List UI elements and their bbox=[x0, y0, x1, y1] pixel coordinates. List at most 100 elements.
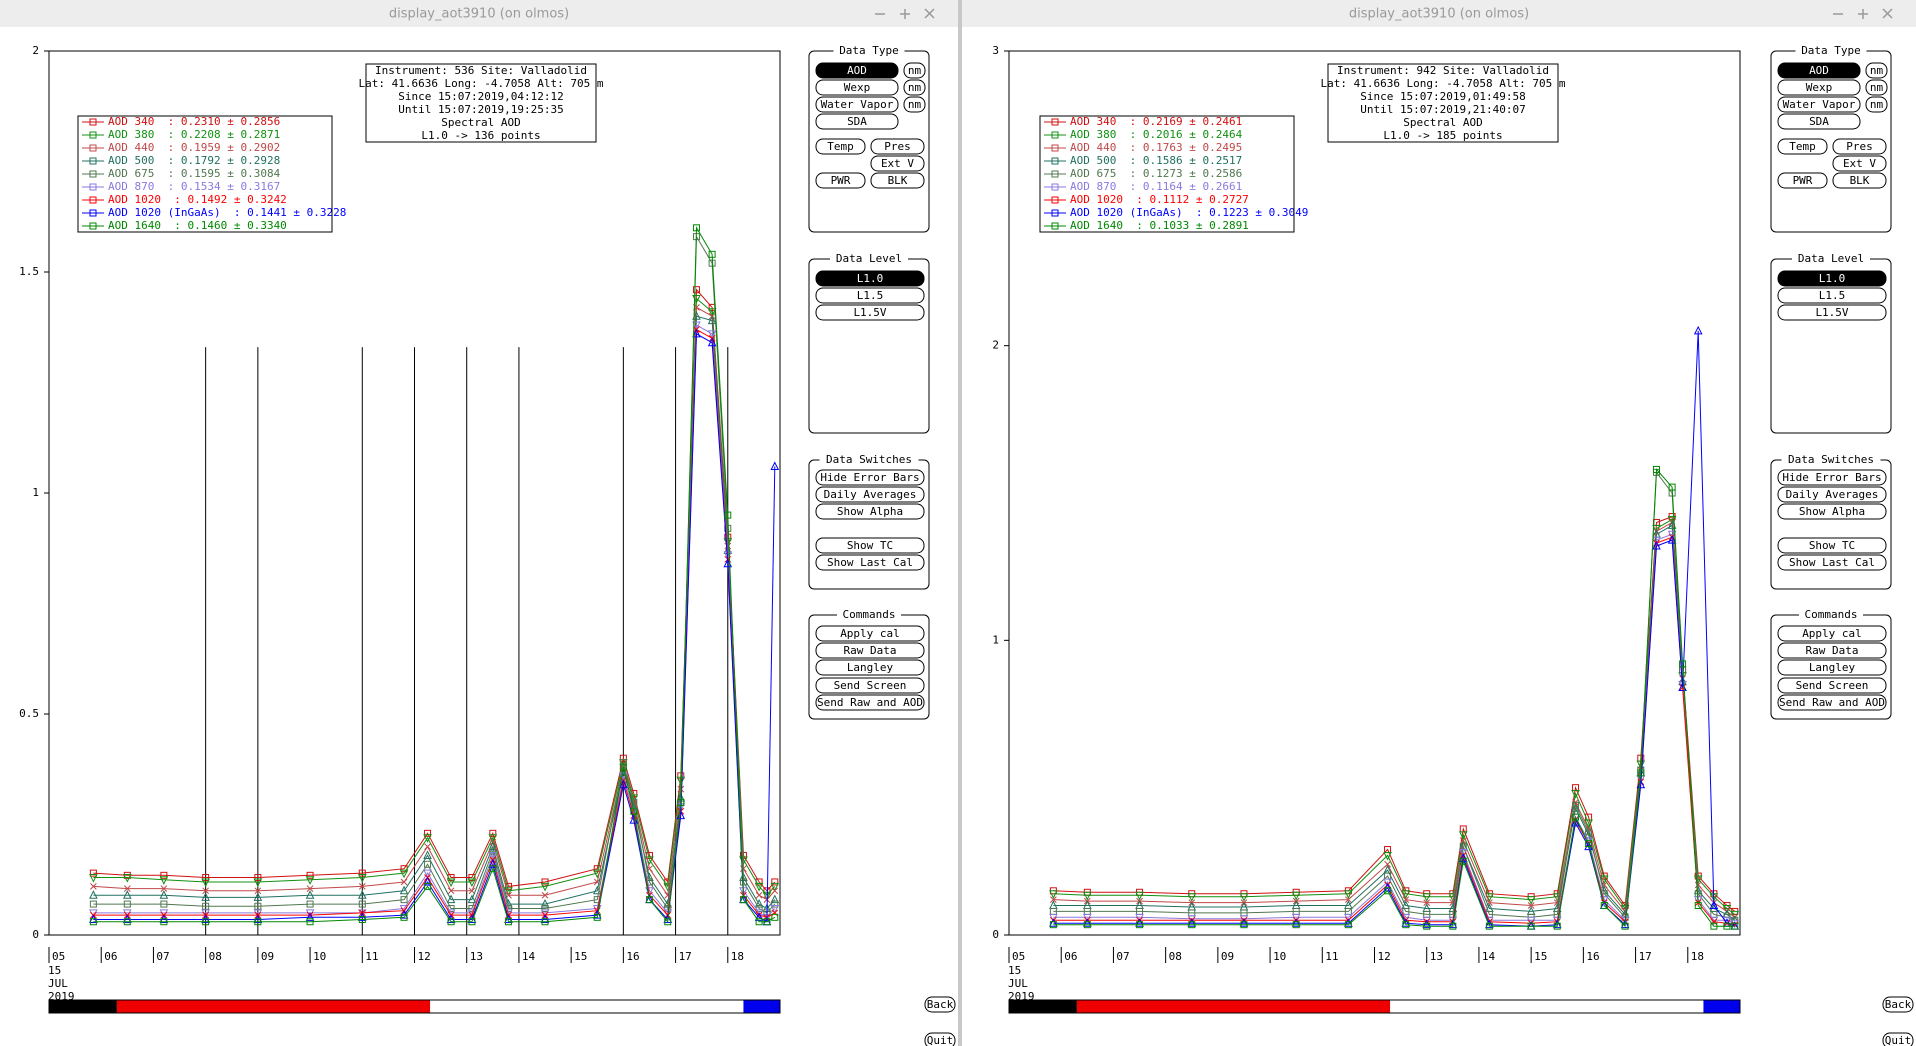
button-label[interactable]: Raw Data bbox=[1806, 644, 1859, 657]
button-label[interactable]: Show Alpha bbox=[1799, 505, 1865, 518]
button[interactable] bbox=[1777, 138, 1828, 155]
button-label[interactable]: Temp bbox=[1789, 140, 1816, 153]
button[interactable] bbox=[815, 79, 899, 96]
button-label[interactable]: Send Screen bbox=[1796, 679, 1869, 692]
button-label[interactable]: SDA bbox=[847, 115, 867, 128]
button-label[interactable]: Wexp bbox=[1806, 81, 1833, 94]
button[interactable] bbox=[1777, 172, 1828, 189]
button-label[interactable]: nm bbox=[1870, 64, 1884, 77]
button-label[interactable]: L1.5 bbox=[857, 289, 884, 302]
button[interactable] bbox=[815, 304, 925, 321]
button[interactable] bbox=[815, 138, 866, 155]
button[interactable] bbox=[815, 62, 899, 79]
button-label[interactable]: Daily Averages bbox=[824, 488, 917, 501]
button[interactable] bbox=[815, 113, 899, 130]
button[interactable] bbox=[1882, 996, 1914, 1013]
maximize-button[interactable] bbox=[1858, 9, 1868, 19]
button-label[interactable]: Send Raw and AOD bbox=[817, 696, 923, 709]
button-label[interactable]: L1.5 bbox=[1819, 289, 1846, 302]
button[interactable] bbox=[1777, 625, 1887, 642]
button-label[interactable]: Show Alpha bbox=[837, 505, 903, 518]
button[interactable] bbox=[815, 486, 925, 503]
button-label[interactable]: L1.0 bbox=[1819, 272, 1846, 285]
button[interactable] bbox=[1777, 270, 1887, 287]
button-label[interactable]: L1.5V bbox=[853, 306, 886, 319]
button[interactable] bbox=[1865, 79, 1888, 96]
button-label[interactable]: Water Vapor bbox=[1783, 98, 1856, 111]
button[interactable] bbox=[1777, 96, 1861, 113]
button[interactable] bbox=[1777, 642, 1887, 659]
button-label[interactable]: L1.0 bbox=[857, 272, 884, 285]
button[interactable] bbox=[1777, 694, 1887, 711]
button[interactable] bbox=[1865, 62, 1888, 79]
button[interactable] bbox=[815, 625, 925, 642]
button[interactable] bbox=[1777, 469, 1887, 486]
button[interactable] bbox=[870, 172, 925, 189]
button[interactable] bbox=[1777, 537, 1887, 554]
button[interactable] bbox=[815, 554, 925, 571]
button-label[interactable]: Raw Data bbox=[844, 644, 897, 657]
button-label[interactable]: BLK bbox=[888, 174, 908, 187]
button[interactable] bbox=[1865, 96, 1888, 113]
button[interactable] bbox=[1777, 113, 1861, 130]
button[interactable] bbox=[1777, 62, 1861, 79]
button[interactable] bbox=[815, 287, 925, 304]
button-label[interactable]: Pres bbox=[884, 140, 911, 153]
button-label[interactable]: Hide Error Bars bbox=[1782, 471, 1881, 484]
button-label[interactable]: Send Raw and AOD bbox=[1779, 696, 1885, 709]
button-label[interactable]: Back bbox=[927, 998, 954, 1011]
button-label[interactable]: SDA bbox=[1809, 115, 1829, 128]
button-label[interactable]: BLK bbox=[1850, 174, 1870, 187]
button[interactable] bbox=[1832, 172, 1887, 189]
button[interactable] bbox=[903, 62, 926, 79]
button[interactable] bbox=[924, 996, 956, 1013]
button[interactable] bbox=[815, 172, 866, 189]
button[interactable] bbox=[1777, 486, 1887, 503]
button-label[interactable]: Show TC bbox=[847, 539, 893, 552]
button-label[interactable]: Wexp bbox=[844, 81, 871, 94]
button[interactable] bbox=[815, 694, 925, 711]
button[interactable] bbox=[1832, 138, 1887, 155]
button-label[interactable]: nm bbox=[908, 98, 922, 111]
button-label[interactable]: Apply cal bbox=[1802, 627, 1862, 640]
button[interactable] bbox=[870, 155, 925, 172]
button[interactable] bbox=[1777, 79, 1861, 96]
button-label[interactable]: Water Vapor bbox=[821, 98, 894, 111]
button[interactable] bbox=[1777, 659, 1887, 676]
button[interactable] bbox=[815, 659, 925, 676]
button[interactable] bbox=[870, 138, 925, 155]
button-label[interactable]: Langley bbox=[847, 661, 894, 674]
button[interactable] bbox=[815, 270, 925, 287]
button-label[interactable]: Daily Averages bbox=[1786, 488, 1879, 501]
button[interactable] bbox=[1832, 155, 1887, 172]
button-label[interactable]: PWR bbox=[831, 174, 851, 187]
button[interactable] bbox=[1777, 304, 1887, 321]
button[interactable] bbox=[815, 537, 925, 554]
close-button[interactable] bbox=[924, 8, 935, 19]
button-label[interactable]: Hide Error Bars bbox=[820, 471, 919, 484]
button[interactable] bbox=[815, 469, 925, 486]
button[interactable] bbox=[1777, 554, 1887, 571]
button-label[interactable]: Show Last Cal bbox=[1789, 556, 1875, 569]
maximize-button[interactable] bbox=[900, 9, 910, 19]
button[interactable] bbox=[903, 79, 926, 96]
button-label[interactable]: Pres bbox=[1846, 140, 1873, 153]
button-label[interactable]: Quit bbox=[1885, 1034, 1912, 1046]
button[interactable] bbox=[903, 96, 926, 113]
close-button[interactable] bbox=[1882, 8, 1893, 19]
button-label[interactable]: Ext V bbox=[1843, 157, 1876, 170]
button[interactable] bbox=[815, 642, 925, 659]
button[interactable] bbox=[924, 1032, 956, 1046]
button[interactable] bbox=[1882, 1032, 1914, 1046]
button[interactable] bbox=[815, 503, 925, 520]
button-label[interactable]: Send Screen bbox=[834, 679, 907, 692]
button-label[interactable]: PWR bbox=[1793, 174, 1813, 187]
button-label[interactable]: Ext V bbox=[881, 157, 914, 170]
button-label[interactable]: Quit bbox=[927, 1034, 954, 1046]
button[interactable] bbox=[1777, 503, 1887, 520]
button[interactable] bbox=[815, 96, 899, 113]
button[interactable] bbox=[1777, 287, 1887, 304]
button-label[interactable]: Show TC bbox=[1809, 539, 1855, 552]
button-label[interactable]: L1.5V bbox=[1815, 306, 1848, 319]
button-label[interactable]: nm bbox=[908, 81, 922, 94]
